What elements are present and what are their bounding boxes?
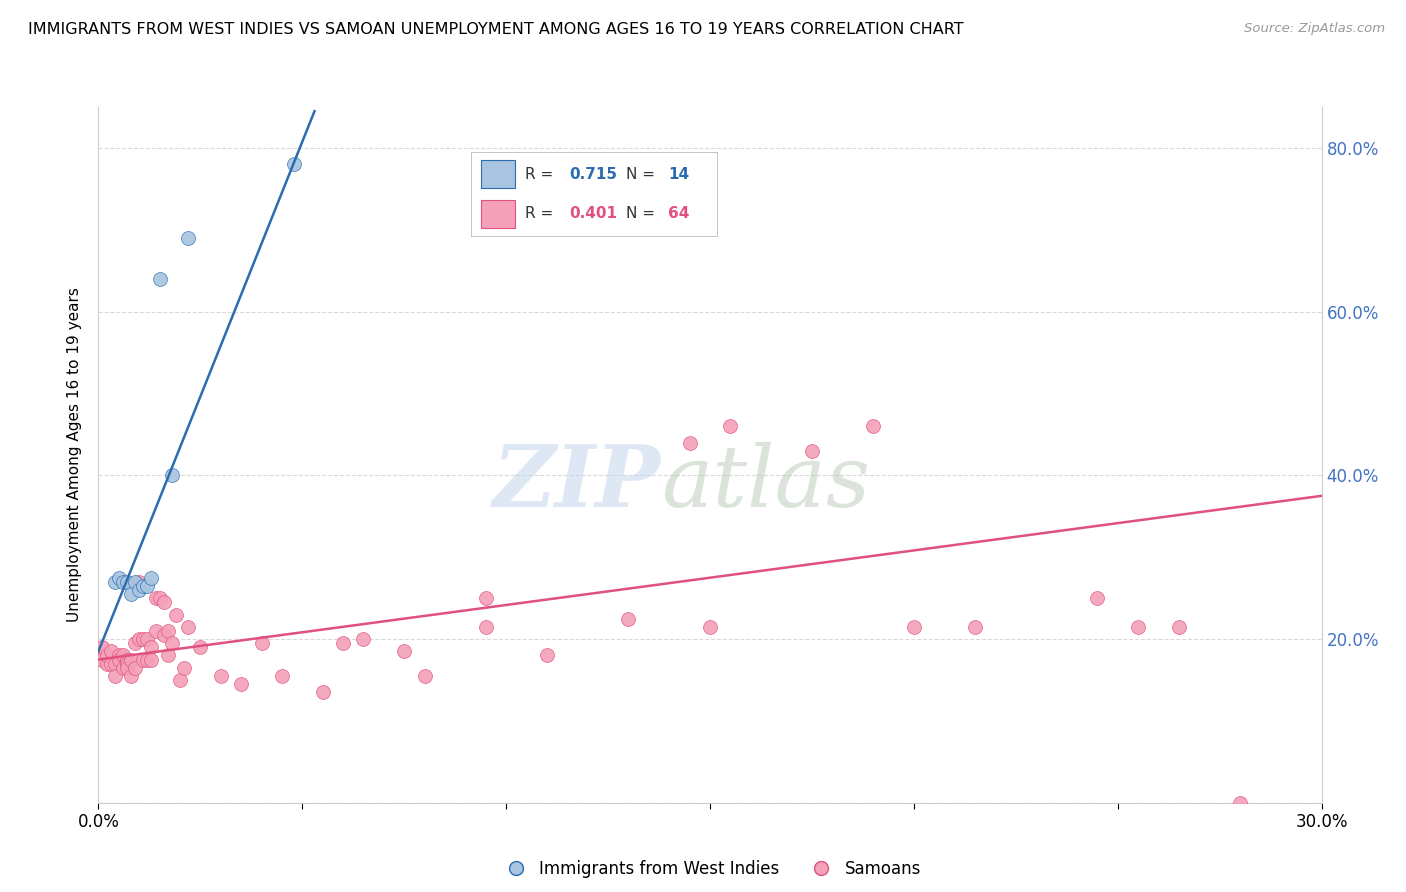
Point	[132, 579, 155, 593]
Point	[903, 620, 925, 634]
Point	[136, 579, 159, 593]
Text: 0.715: 0.715	[569, 167, 617, 182]
Point	[120, 587, 142, 601]
Point	[120, 669, 142, 683]
Point	[145, 591, 167, 606]
Point	[177, 620, 200, 634]
Point	[152, 595, 174, 609]
Text: N =: N =	[626, 167, 659, 182]
Point	[111, 648, 134, 663]
Point	[1085, 591, 1108, 606]
Point	[136, 632, 159, 646]
Point	[91, 652, 114, 666]
Text: 64: 64	[668, 206, 689, 221]
Point	[96, 648, 118, 663]
Point	[965, 620, 987, 634]
Point	[177, 231, 200, 245]
Point	[617, 612, 640, 626]
Text: IMMIGRANTS FROM WEST INDIES VS SAMOAN UNEMPLOYMENT AMONG AGES 16 TO 19 YEARS COR: IMMIGRANTS FROM WEST INDIES VS SAMOAN UN…	[28, 22, 963, 37]
Point	[1128, 620, 1150, 634]
Text: N =: N =	[626, 206, 659, 221]
Text: 14: 14	[668, 167, 689, 182]
Point	[91, 640, 114, 655]
Point	[188, 640, 212, 655]
Point	[132, 632, 155, 646]
Point	[801, 443, 824, 458]
Point	[108, 648, 131, 663]
Text: R =: R =	[526, 167, 558, 182]
Point	[100, 657, 122, 671]
Point	[699, 620, 721, 634]
Point	[283, 157, 305, 171]
Point	[413, 669, 436, 683]
Point	[136, 652, 159, 666]
Point	[270, 669, 294, 683]
Point	[128, 574, 150, 589]
Point	[332, 636, 354, 650]
Text: 0.401: 0.401	[569, 206, 617, 221]
Text: ZIP: ZIP	[494, 441, 661, 524]
Point	[160, 468, 183, 483]
Point	[128, 582, 150, 597]
Point	[141, 571, 163, 585]
Point	[250, 636, 273, 650]
Point	[1229, 796, 1251, 810]
Point	[104, 574, 127, 589]
Point	[111, 574, 134, 589]
Point	[392, 644, 416, 658]
Point	[115, 574, 138, 589]
Point	[132, 652, 155, 666]
Point	[160, 636, 183, 650]
Point	[149, 591, 172, 606]
Point	[111, 661, 134, 675]
Point	[231, 677, 253, 691]
Text: Source: ZipAtlas.com: Source: ZipAtlas.com	[1244, 22, 1385, 36]
Bar	[481, 200, 515, 227]
Point	[108, 652, 131, 666]
Point	[474, 591, 498, 606]
Point	[165, 607, 187, 622]
Point	[352, 632, 374, 646]
Point	[128, 632, 150, 646]
Point	[141, 640, 163, 655]
Point	[141, 652, 163, 666]
Point	[156, 624, 179, 638]
Point	[149, 272, 172, 286]
Point	[312, 685, 335, 699]
Y-axis label: Unemployment Among Ages 16 to 19 years: Unemployment Among Ages 16 to 19 years	[67, 287, 83, 623]
Point	[124, 661, 146, 675]
Point	[124, 636, 146, 650]
Point	[120, 652, 142, 666]
Point	[156, 648, 179, 663]
Point	[173, 661, 195, 675]
Point	[100, 644, 122, 658]
Text: R =: R =	[526, 206, 558, 221]
Point	[862, 419, 884, 434]
Point	[145, 624, 167, 638]
Text: atlas: atlas	[661, 442, 870, 524]
Point	[152, 628, 174, 642]
Bar	[481, 161, 515, 188]
Point	[124, 574, 146, 589]
Point	[115, 661, 138, 675]
Point	[104, 669, 127, 683]
Point	[115, 652, 138, 666]
Point	[536, 648, 558, 663]
Point	[679, 435, 702, 450]
Point	[108, 571, 131, 585]
Point	[1167, 620, 1189, 634]
Point	[96, 657, 118, 671]
Point	[720, 419, 742, 434]
Point	[169, 673, 191, 687]
Legend: Immigrants from West Indies, Samoans: Immigrants from West Indies, Samoans	[492, 854, 928, 885]
Point	[209, 669, 232, 683]
Point	[104, 657, 127, 671]
Point	[115, 657, 138, 671]
Point	[474, 620, 498, 634]
